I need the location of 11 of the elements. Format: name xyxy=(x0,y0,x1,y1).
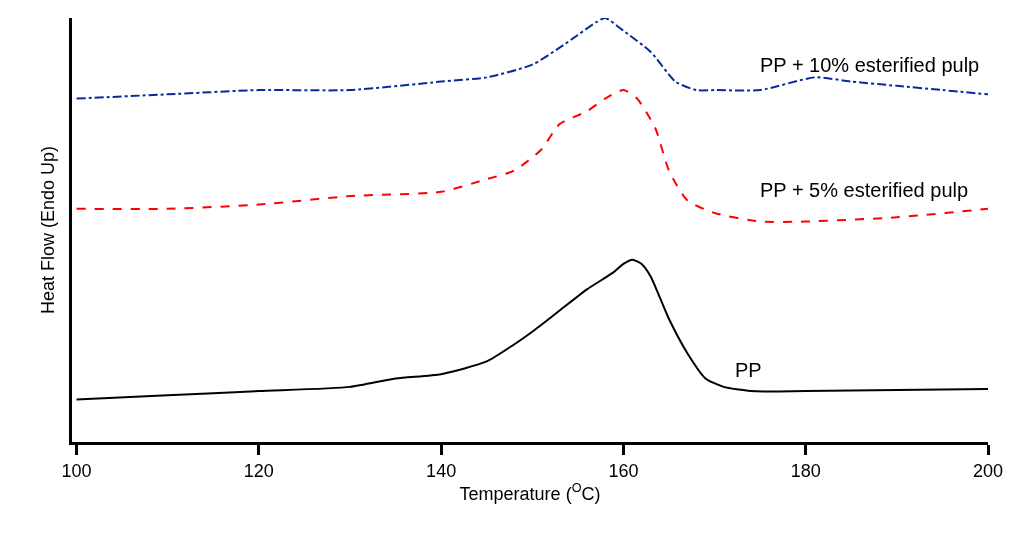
y-axis-title: Heat Flow (Endo Up) xyxy=(38,145,59,315)
x-tick-label: 180 xyxy=(790,460,821,481)
x-tick-label: 200 xyxy=(972,460,1004,481)
x-axis-title: Temperature ($^{O}$C) xyxy=(459,481,601,504)
series-label: PP xyxy=(735,359,762,381)
x-tick-label: 120 xyxy=(243,460,274,481)
series-label: PP + 5% esterified pulp xyxy=(760,179,969,201)
x-tick-label: 100 xyxy=(61,460,92,481)
x-tick-label: 160 xyxy=(608,460,639,481)
x-tick-label: 140 xyxy=(426,460,457,481)
series-label: PP + 10% esterified pulp xyxy=(760,54,980,76)
